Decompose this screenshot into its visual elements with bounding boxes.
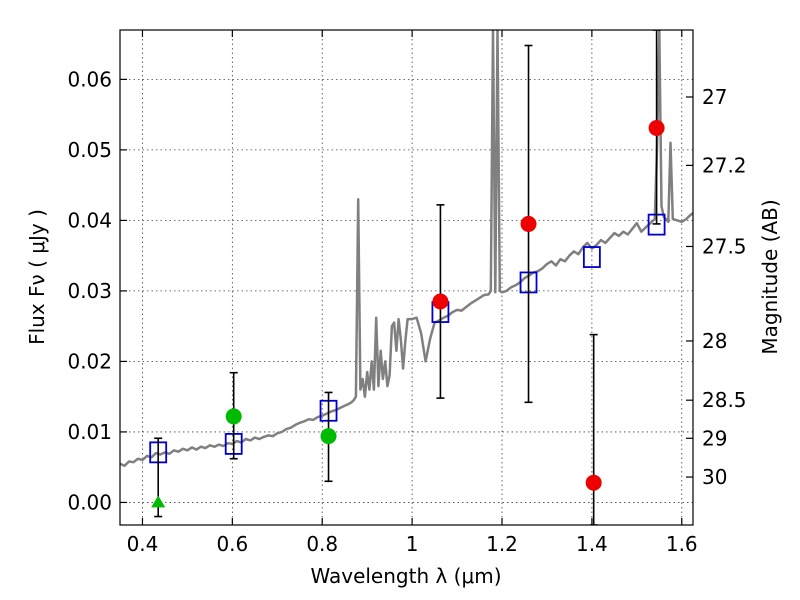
x-tick-label: 0.4 — [127, 532, 159, 556]
y-tick-label: 0.01 — [67, 420, 112, 444]
model-photometry-square — [582, 246, 601, 268]
y2-tick-label: 28.5 — [702, 388, 747, 412]
y2-tick-label: 29 — [702, 426, 727, 450]
y2-tick-label: 30 — [702, 465, 727, 489]
x-tick-label: 1.2 — [486, 532, 518, 556]
y2-tick-label: 27.5 — [702, 234, 747, 258]
plot-frame — [119, 29, 694, 526]
observed-flux-point — [585, 474, 602, 491]
y-tick-label: 0.06 — [67, 67, 112, 91]
x-tick-label: 1.4 — [576, 532, 608, 556]
grid-lines — [120, 30, 693, 525]
model-spectrum-line — [120, 30, 693, 468]
axes: 0.4 0.6 0.8 1 1.2 1.4 1.6 0.00 0.01 0.02 0.03 0.04 0… — [67, 30, 747, 556]
observed-flux-point — [648, 120, 665, 137]
x-tick-label: 0.6 — [216, 532, 248, 556]
plot-area — [120, 30, 693, 525]
observed-flux-point — [520, 215, 537, 232]
y-tick-label: 0.05 — [67, 138, 112, 162]
y-tick-label: 0.03 — [67, 279, 112, 303]
x-axis-label: Wavelength λ (μm) — [310, 564, 501, 588]
y2-axis-label: Magnitude (AB) — [758, 199, 782, 354]
observed-flux-point — [432, 293, 449, 310]
upper-limit-triangle — [151, 495, 166, 508]
y2-tick-label: 27.2 — [702, 153, 747, 177]
observed-flux-point — [225, 408, 242, 425]
y-axis-label: Flux Fν ( μJy ) — [25, 209, 49, 345]
x-tick-label: 0.8 — [306, 532, 338, 556]
y-tick-label: 0.02 — [67, 349, 112, 373]
x-tick-label: 1.6 — [666, 532, 698, 556]
x-tick-label: 1 — [406, 532, 419, 556]
y-tick-label: 0.04 — [67, 208, 112, 232]
observed-flux-point — [320, 428, 337, 445]
y2-tick-label: 27 — [702, 85, 727, 109]
y-tick-label: 0.00 — [67, 490, 112, 514]
y2-tick-label: 28 — [702, 329, 727, 353]
